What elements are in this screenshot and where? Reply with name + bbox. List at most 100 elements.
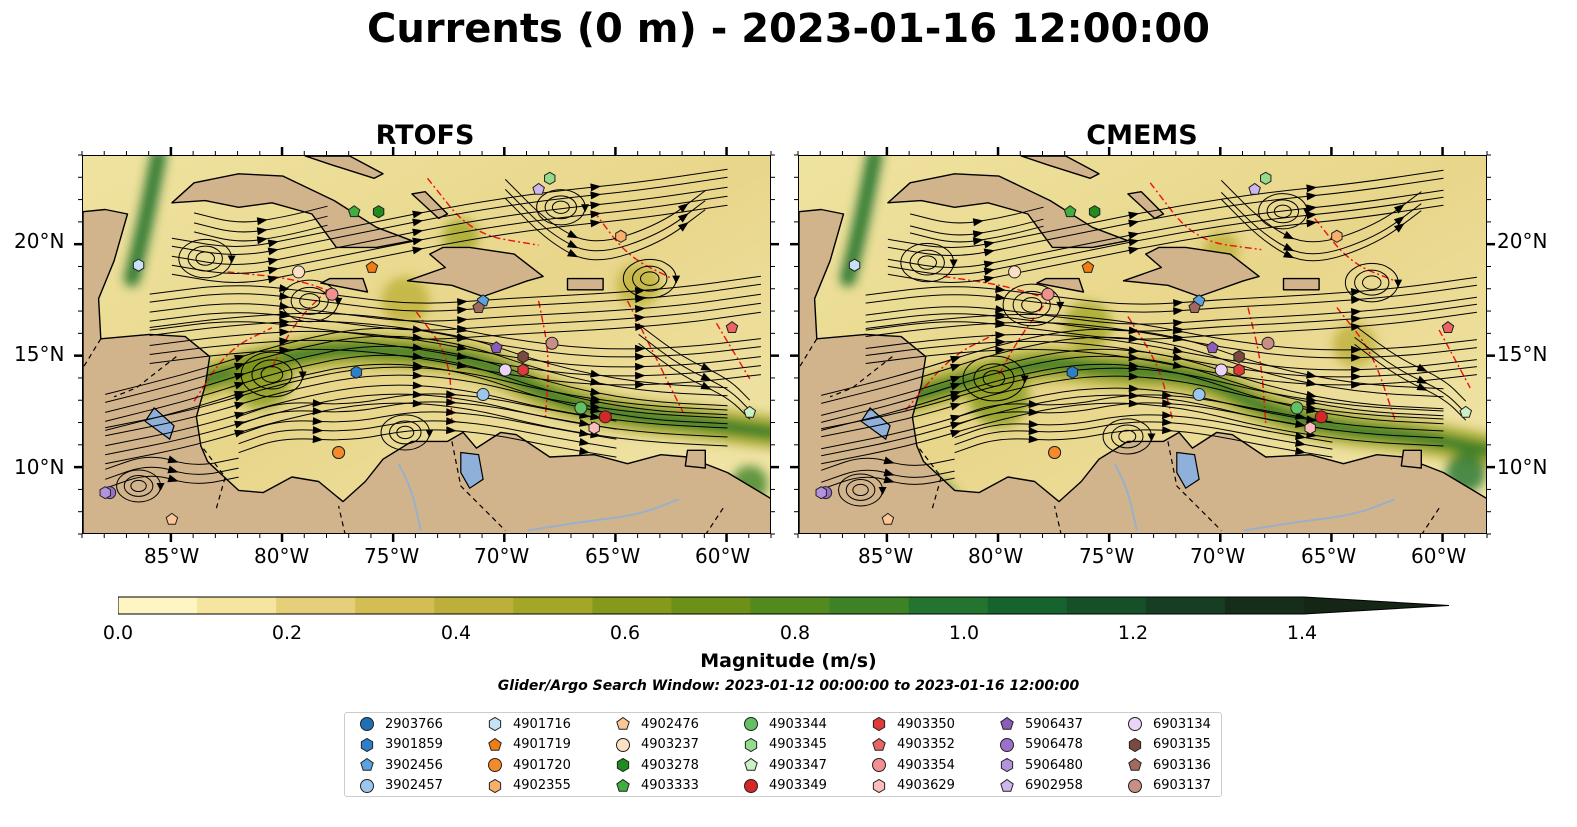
- legend-item: 4902355: [487, 776, 571, 796]
- float-marker-4903350: [517, 363, 529, 377]
- legend-marker-icon: [744, 778, 758, 793]
- float-marker-3902457: [1192, 388, 1206, 402]
- lon-tick-label: 65°W: [1301, 544, 1357, 568]
- float-marker-4903333: [1063, 205, 1077, 218]
- legend-label: 3902457: [385, 778, 443, 793]
- legend-item: 4901719: [487, 735, 571, 755]
- float-legend: 2903766 3901859 3902456 3902457 4901716 49017…: [344, 712, 1222, 797]
- lon-tick-label: 85°W: [144, 544, 200, 568]
- legend-label: 6902958: [1025, 778, 1083, 793]
- country-border: [83, 338, 102, 369]
- float-marker-5906480: [815, 486, 827, 500]
- lat-tick-label: 15°N: [1497, 342, 1548, 366]
- colorbar-segment: [592, 597, 672, 614]
- lon-tick-label: 70°W: [474, 544, 530, 568]
- legend-marker-icon: [872, 758, 886, 772]
- river: [1243, 498, 1396, 532]
- legend-item: 3902457: [359, 776, 443, 796]
- float-marker-4903352: [725, 321, 739, 334]
- legend-marker-icon: [360, 757, 374, 771]
- legend-label: 2903766: [385, 716, 443, 732]
- lat-tick-label: 10°N: [14, 455, 65, 479]
- float-marker-4901716: [848, 258, 861, 272]
- legend-item: 6903136: [1127, 755, 1211, 775]
- colorbar-tick-label: 1.4: [1286, 622, 1318, 644]
- legend-marker-icon: [1128, 737, 1142, 752]
- float-marker-5906480: [99, 486, 111, 500]
- float-marker-5906437: [1206, 341, 1219, 354]
- legend-marker-icon: [616, 757, 630, 773]
- legend-marker-icon: [360, 778, 374, 793]
- lon-tick-label: 60°W: [1411, 544, 1467, 568]
- float-marker-4903347: [1459, 405, 1473, 418]
- float-markers: [815, 171, 1473, 525]
- legend-item: 4903349: [743, 776, 827, 796]
- legend-label: 6903137: [1153, 778, 1211, 793]
- float-marker-6903135: [517, 350, 529, 364]
- country-border: [338, 505, 346, 533]
- river: [527, 498, 680, 532]
- colorbar-tick-label: 0.6: [609, 622, 641, 644]
- legend-marker-icon: [744, 717, 758, 731]
- float-marker-4901719: [365, 260, 379, 273]
- colorbar-segment: [908, 597, 989, 614]
- legend-label: 4902355: [513, 778, 571, 793]
- legend-item: 2903766: [359, 714, 443, 734]
- legend-label: 4903347: [769, 757, 827, 773]
- float-marker-5906437: [490, 341, 503, 354]
- river: [397, 463, 422, 531]
- land: [799, 156, 1486, 533]
- legend-label: 4903352: [897, 737, 955, 752]
- legend-item: 4903350: [871, 714, 955, 734]
- legend-item: 4903344: [743, 714, 827, 734]
- streamlines: [105, 168, 761, 503]
- legend-marker-icon: [488, 778, 502, 793]
- country-border: [799, 338, 818, 369]
- float-markers: [99, 171, 757, 525]
- legend-label: 6903136: [1153, 757, 1211, 773]
- legend-label: 4903278: [641, 757, 699, 773]
- colorbar: [117, 596, 1453, 620]
- float-marker-6902958: [1248, 182, 1261, 195]
- legend-label: 4901719: [513, 737, 571, 752]
- colorbar-segment: [1066, 597, 1147, 614]
- lat-tick-label: 20°N: [14, 229, 65, 253]
- legend-item: 6903134: [1127, 714, 1211, 734]
- legend-marker-icon: [360, 737, 374, 752]
- legend-item: 4901720: [487, 755, 571, 775]
- legend-label: 3902456: [385, 757, 443, 773]
- map-panel-cmems[interactable]: [798, 155, 1487, 534]
- legend-marker-icon: [1000, 737, 1014, 752]
- legend-marker-icon: [360, 717, 374, 731]
- legend-item: 4903333: [615, 776, 699, 796]
- legend-marker-icon: [616, 716, 630, 730]
- legend-marker-icon: [872, 778, 886, 793]
- lon-tick-label: 85°W: [858, 544, 914, 568]
- float-marker-6903137: [1261, 336, 1275, 350]
- river: [1113, 463, 1138, 531]
- legend-label: 4903354: [897, 757, 955, 773]
- search-window-text: Glider/Argo Search Window: 2023-01-12 00…: [497, 678, 1080, 694]
- streamlines: [821, 169, 1477, 507]
- country-border: [1054, 505, 1062, 533]
- legend-item: 6902958: [999, 776, 1083, 796]
- float-marker-4903344: [574, 401, 588, 415]
- colorbar-tick-label: 0.2: [271, 622, 303, 644]
- legend-marker-icon: [488, 737, 502, 751]
- float-marker-4901720: [1048, 446, 1062, 460]
- colorbar-segment: [829, 597, 910, 614]
- panel-title-rtofs: RTOFS: [375, 120, 475, 151]
- float-marker-3901859: [1066, 365, 1079, 379]
- legend-label: 4903350: [897, 716, 955, 732]
- map-panel-rtofs[interactable]: [82, 155, 771, 534]
- legend-item: 4903237: [615, 735, 699, 755]
- colorbar-segment: [671, 597, 752, 614]
- figure-title: Currents (0 m) - 2023-01-16 12:00:00: [367, 6, 1210, 52]
- legend-label: 4903333: [641, 778, 699, 793]
- float-marker-4903350: [1233, 363, 1245, 377]
- legend-item: 4903352: [871, 735, 955, 755]
- float-marker-4903237: [1008, 265, 1022, 279]
- legend-marker-icon: [488, 716, 502, 732]
- country-border: [202, 447, 226, 509]
- legend-item: 4903278: [615, 755, 699, 775]
